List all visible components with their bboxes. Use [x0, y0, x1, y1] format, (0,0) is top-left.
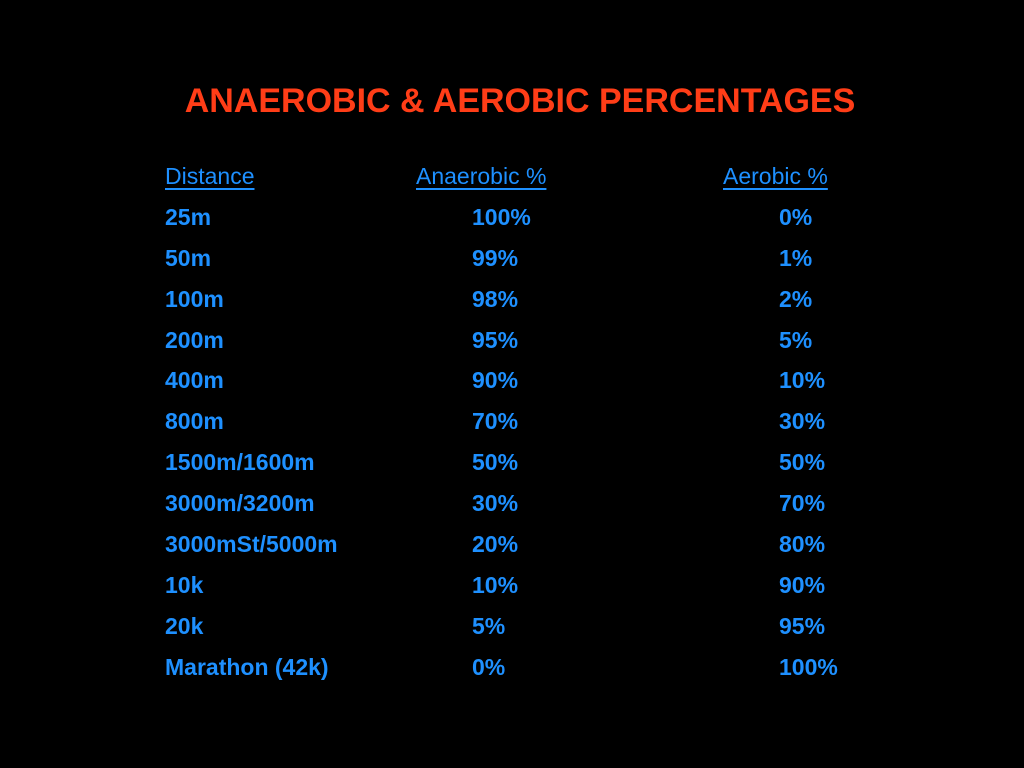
cell-aerobic: 50% [779, 449, 826, 476]
cell-distance: Marathon (42k) [165, 653, 329, 680]
cell-distance: 20k [165, 612, 204, 639]
cell-aerobic: 2% [779, 285, 813, 312]
table-row: 25m 100% 0% [0, 197, 1024, 238]
cell-distance: 50m [165, 244, 212, 271]
header-anaerobic: Anaerobic % [416, 163, 547, 189]
cell-anaerobic: 90% [472, 367, 519, 394]
table-row: 400m 90% 10% [0, 360, 1024, 401]
table-row: Marathon (42k) 0% 100% [0, 647, 1024, 688]
cell-distance: 400m [165, 367, 224, 394]
cell-anaerobic: 5% [472, 612, 506, 639]
cell-distance: 800m [165, 408, 224, 435]
cell-aerobic: 100% [779, 653, 838, 680]
cell-distance: 100m [165, 285, 224, 312]
slide-title: ANAEROBIC & AEROBIC PERCENTAGES [184, 82, 856, 120]
cell-aerobic: 30% [779, 408, 826, 435]
cell-anaerobic: 99% [472, 244, 519, 271]
cell-aerobic: 90% [779, 571, 826, 598]
percentages-table: Distance Anaerobic % Aerobic % 25m 100% … [0, 156, 1024, 688]
cell-anaerobic: 50% [472, 449, 519, 476]
table-row: 1500m/1600m 50% 50% [0, 442, 1024, 483]
cell-distance: 200m [165, 326, 224, 353]
cell-aerobic: 5% [779, 326, 813, 353]
cell-distance: 25m [165, 203, 212, 230]
table-row: 3000mSt/5000m 20% 80% [0, 524, 1024, 565]
cell-distance: 3000mSt/5000m [165, 531, 338, 558]
cell-aerobic: 1% [779, 244, 813, 271]
cell-anaerobic: 30% [472, 490, 519, 517]
cell-aerobic: 95% [779, 612, 826, 639]
header-distance: Distance [165, 163, 255, 189]
cell-anaerobic: 70% [472, 408, 519, 435]
cell-anaerobic: 98% [472, 285, 519, 312]
cell-distance: 10k [165, 571, 204, 598]
table-row: 10k 10% 90% [0, 565, 1024, 606]
table-header-row: Distance Anaerobic % Aerobic % [0, 156, 1024, 197]
cell-aerobic: 70% [779, 490, 826, 517]
table-row: 20k 5% 95% [0, 606, 1024, 647]
table-row: 200m 95% 5% [0, 320, 1024, 361]
header-aerobic: Aerobic % [723, 163, 828, 189]
table-row: 800m 70% 30% [0, 401, 1024, 442]
cell-anaerobic: 10% [472, 571, 519, 598]
cell-aerobic: 80% [779, 531, 826, 558]
cell-anaerobic: 95% [472, 326, 519, 353]
cell-aerobic: 0% [779, 203, 813, 230]
table-row: 100m 98% 2% [0, 279, 1024, 320]
cell-anaerobic: 20% [472, 531, 519, 558]
cell-aerobic: 10% [779, 367, 826, 394]
cell-anaerobic: 0% [472, 653, 506, 680]
cell-anaerobic: 100% [472, 203, 531, 230]
table-row: 3000m/3200m 30% 70% [0, 483, 1024, 524]
cell-distance: 1500m/1600m [165, 449, 315, 476]
table-row: 50m 99% 1% [0, 238, 1024, 279]
cell-distance: 3000m/3200m [165, 490, 315, 517]
